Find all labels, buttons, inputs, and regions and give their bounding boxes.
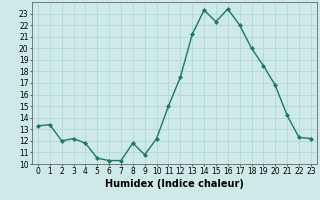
X-axis label: Humidex (Indice chaleur): Humidex (Indice chaleur) [105,179,244,189]
